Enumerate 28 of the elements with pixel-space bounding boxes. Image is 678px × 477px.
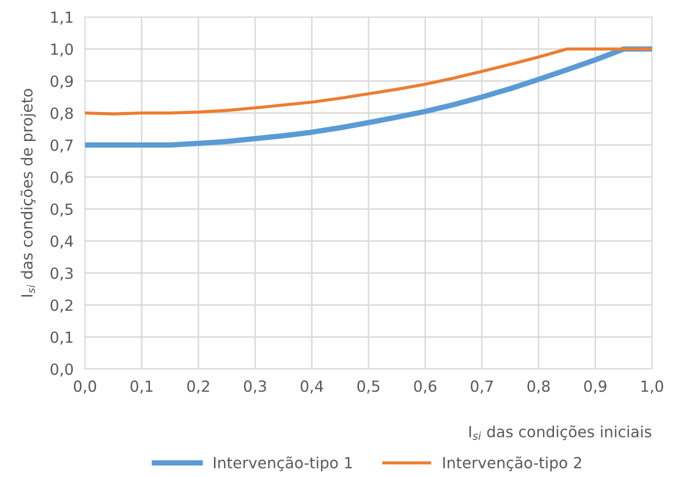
legend-label: Intervenção-tipo 2 bbox=[443, 456, 582, 472]
y-tick-label: 0,5 bbox=[50, 203, 73, 217]
x-tick-label: 0,4 bbox=[300, 380, 324, 394]
y-tick-label: 0,4 bbox=[50, 235, 74, 249]
y-tick-label: 0,1 bbox=[50, 331, 72, 345]
y-tick-label: 0,3 bbox=[50, 267, 73, 281]
x-tick-label: 0,2 bbox=[187, 380, 210, 394]
y-axis-title: I$_{si}$ das condições de projeto bbox=[20, 88, 36, 297]
x-tick-label: 0,3 bbox=[244, 380, 266, 394]
y-tick-label: 0,9 bbox=[50, 75, 73, 89]
y-tick-label: 1,1 bbox=[51, 12, 72, 25]
y-tick-label: 0,0 bbox=[50, 363, 73, 377]
x-tick-label: 0,6 bbox=[414, 380, 436, 394]
y-tick-label: 1,0 bbox=[51, 43, 73, 57]
x-tick-label: 0,8 bbox=[527, 380, 550, 394]
x-tick-label: 0,7 bbox=[470, 380, 493, 394]
legend-label: Intervenção-tipo 1 bbox=[214, 456, 352, 472]
line-series bbox=[85, 47, 652, 116]
x-tick-label: 0,5 bbox=[357, 380, 380, 394]
x-axis-title: I$_{si}$ das condições iniciais bbox=[469, 425, 652, 440]
x-tick-label: 1,0 bbox=[642, 380, 664, 394]
y-tick-label: 0,8 bbox=[50, 107, 73, 121]
y-tick-label: 0,7 bbox=[50, 139, 73, 153]
x-tick-label: 0,9 bbox=[584, 380, 606, 394]
x-tick-label: 0,1 bbox=[130, 380, 152, 394]
x-tick-label: 0,0 bbox=[74, 380, 96, 394]
y-tick-label: 0,6 bbox=[50, 171, 73, 185]
y-tick-label: 0,2 bbox=[50, 299, 72, 313]
